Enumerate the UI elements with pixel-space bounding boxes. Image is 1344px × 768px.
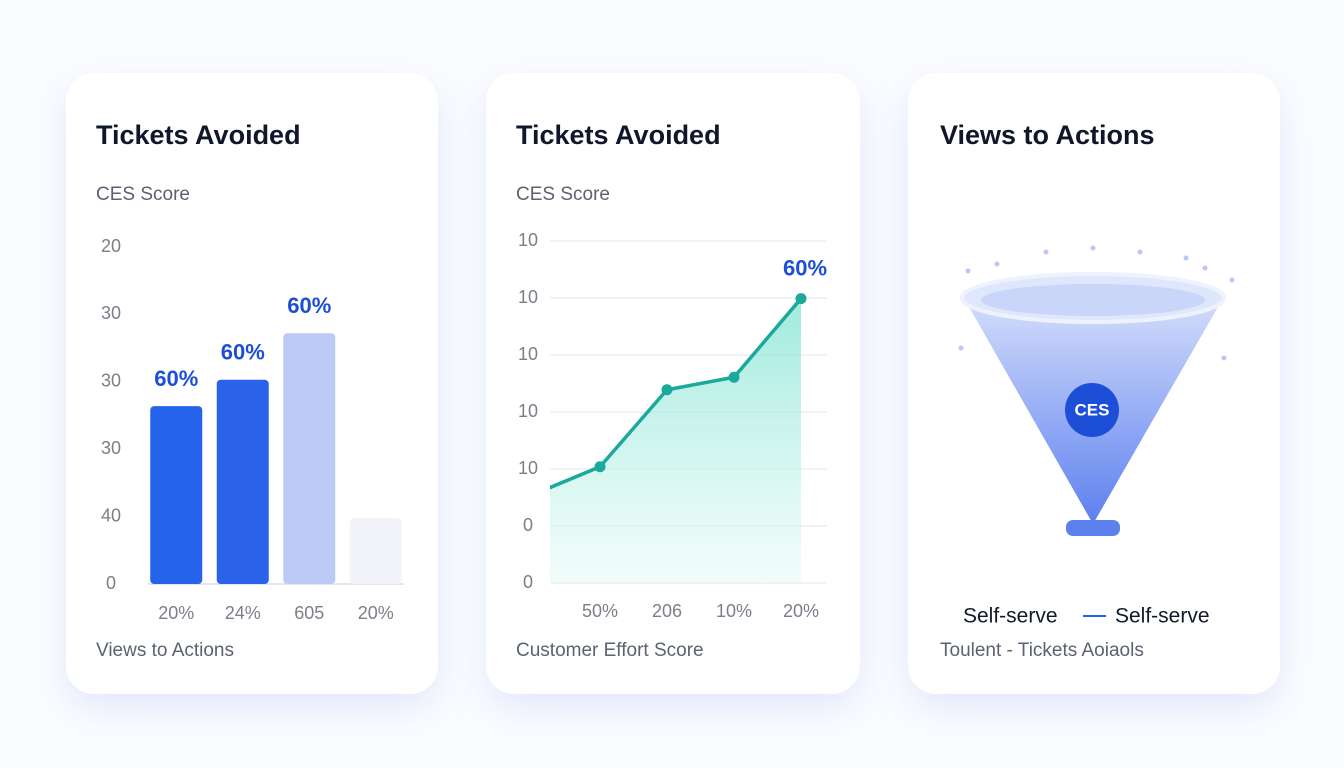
y-tick-label: 20 — [101, 236, 121, 256]
y-tick-label: 10 — [518, 344, 538, 364]
x-tick-label: 50% — [582, 601, 618, 621]
y-tick-label: 30 — [101, 303, 121, 323]
y-tick-label: 10 — [518, 458, 538, 478]
y-tick-label: 0 — [523, 515, 533, 535]
bar — [349, 517, 402, 584]
legend-entry: Self-serve — [1115, 605, 1210, 628]
legend-entry: Self-serve — [963, 605, 1058, 628]
y-tick-label: 10 — [518, 287, 538, 307]
chart-subtitle: CES Score — [516, 184, 610, 205]
point — [661, 384, 673, 396]
x-tick-label: 24% — [225, 603, 261, 623]
point — [795, 293, 807, 305]
chart-title: Tickets Avoided — [516, 120, 721, 150]
point — [594, 461, 606, 473]
chart-title: Tickets Avoided — [96, 120, 301, 150]
x-tick-label: 20% — [783, 601, 819, 621]
area — [550, 298, 801, 583]
y-tick-label: 40 — [101, 505, 121, 525]
y-tick-label: 10 — [518, 401, 538, 421]
x-axis-label: Customer Effort Score — [516, 640, 704, 661]
funnel-illustration — [958, 245, 1235, 536]
x-tick-label: 10% — [716, 601, 752, 621]
y-tick-label: 0 — [106, 573, 116, 593]
annotation: 60% — [783, 255, 827, 280]
annotation: 60% — [287, 293, 331, 318]
point — [728, 371, 740, 383]
funnel-badge: CES — [1075, 400, 1110, 419]
card-title: Views to Actions — [940, 120, 1155, 150]
chart-subtitle: CES Score — [96, 184, 190, 205]
x-axis-label: Views to Actions — [96, 640, 234, 661]
y-tick-label: 10 — [518, 230, 538, 250]
plot — [550, 293, 807, 583]
x-tick-label: 20% — [158, 603, 194, 623]
annotation: 60% — [154, 366, 198, 391]
x-tick-label: 206 — [652, 601, 682, 621]
annotation: 60% — [221, 340, 265, 365]
card-footer: Toulent - Tickets Aoiaols — [940, 640, 1144, 661]
y-tick-label: 30 — [101, 438, 121, 458]
bar — [283, 333, 336, 584]
y-tick-label: 0 — [523, 572, 533, 592]
x-tick-label: 605 — [294, 603, 324, 623]
bar — [150, 406, 203, 584]
x-tick-label: 20% — [358, 603, 394, 623]
bar — [216, 379, 269, 584]
y-tick-label: 30 — [101, 371, 121, 391]
